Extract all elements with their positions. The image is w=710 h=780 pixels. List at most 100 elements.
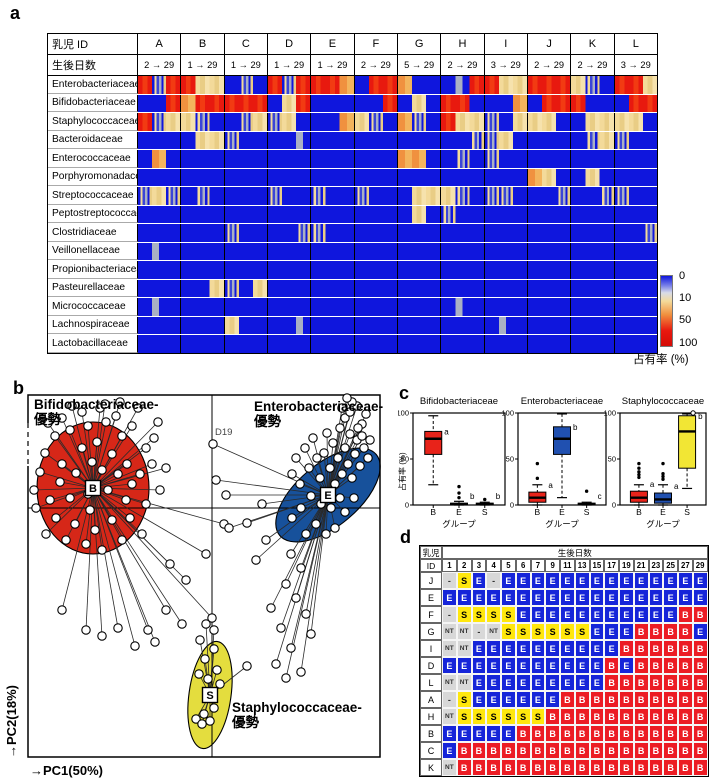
heatmap-cell [224, 279, 268, 297]
scatter-point [340, 413, 350, 423]
heatmap-cell [484, 150, 528, 168]
group-cell: B [604, 742, 619, 759]
day-range-cell: 1 → 29 [311, 55, 355, 75]
scatter-point [137, 529, 147, 539]
group-cell: S [530, 623, 546, 640]
group-cell: B [456, 759, 472, 776]
scatter-point [165, 559, 175, 569]
group-cell: E [619, 606, 634, 623]
group-cell: E [604, 572, 619, 589]
scatter-point [337, 469, 347, 479]
heatmap-cell [224, 335, 268, 353]
group-cell: E [486, 674, 501, 691]
heatmap-cell [311, 205, 355, 223]
day-number-cell: 29 [692, 559, 708, 572]
scatter-point [100, 399, 110, 409]
heatmap-cell [354, 76, 398, 94]
heatmap-cell [224, 316, 268, 334]
scatter-point [97, 545, 107, 555]
group-cell: B [663, 742, 678, 759]
group-cell: E [692, 572, 708, 589]
scatter-point [271, 659, 281, 669]
heatmap-cell [354, 94, 398, 112]
group-cell: NT [456, 674, 472, 691]
heatmap-cell [138, 168, 182, 186]
heatmap-cell [267, 224, 312, 242]
heatmap-cell [181, 168, 225, 186]
d19-annotation: D19 [215, 427, 232, 438]
scatter-point [130, 641, 140, 651]
scatter-point [71, 468, 81, 478]
heatmap-cell [138, 131, 182, 149]
group-cell: B [633, 759, 649, 776]
heatmap-row: Micrococcaceae [48, 298, 657, 316]
group-cell: B [456, 742, 472, 759]
group-cell: NT [442, 674, 457, 691]
group-cell: E [633, 572, 649, 589]
outlier-point [661, 474, 665, 479]
day-number-cell: 19 [619, 559, 634, 572]
outlier-point [661, 477, 665, 481]
heatmap-cell [571, 279, 615, 297]
group-tick-label: B [535, 507, 541, 517]
plot-border [27, 394, 381, 758]
group-cell: NT [442, 708, 457, 725]
heatmap-cell [614, 205, 657, 223]
heatmap-cell [527, 279, 572, 297]
heatmap-cell [181, 205, 225, 223]
scatter-point [361, 409, 371, 419]
group-cell: B [545, 759, 560, 776]
heatmap-cell [181, 316, 225, 334]
heatmap-cell [138, 94, 182, 112]
heatmap-row: Veillonellaceae [48, 242, 657, 260]
infant-row-label: I [420, 640, 442, 657]
group-cell: E [442, 657, 457, 674]
heatmap-cell [614, 316, 657, 334]
infant-id-cell: L [632, 38, 639, 50]
box-S [678, 415, 697, 469]
scatter-point [211, 475, 221, 485]
heatmap-cell [311, 298, 355, 316]
heatmap-cell [311, 316, 355, 334]
box-B [424, 430, 443, 455]
group-cell: E [604, 640, 619, 657]
group-axis-label: グループ [545, 519, 579, 529]
significance-letter: c [598, 492, 602, 501]
cluster-spoke [92, 487, 183, 625]
infant-id-cell: K [571, 34, 615, 54]
scatter-point [257, 499, 267, 509]
scatter-point [149, 433, 159, 443]
infant-row-label: C [420, 742, 442, 759]
scatter-point [363, 453, 373, 463]
panel-d-label: d [400, 527, 411, 547]
colorbar-tick-label: 50 [679, 314, 692, 326]
group-cell: B [574, 708, 590, 725]
group-cell: B [678, 657, 693, 674]
cluster-spoke [92, 487, 207, 555]
group-cell: B [633, 742, 649, 759]
day-number-cell: 27 [678, 559, 693, 572]
heatmap-cell [527, 224, 572, 242]
significance-letter: a [650, 480, 655, 489]
group-cell: E [560, 640, 575, 657]
scatter-point [197, 719, 207, 729]
group-cell: B [648, 725, 664, 742]
scatter-point [117, 535, 127, 545]
group-axis-label: グループ [442, 519, 476, 529]
group-cell: S [574, 623, 590, 640]
group-tick-label: S [482, 507, 488, 517]
scatter-point [195, 635, 205, 645]
cluster-spoke [92, 487, 225, 525]
cluster-label-E: 優勢 [253, 413, 281, 429]
scatter-point [153, 417, 163, 427]
group-cell: - [486, 572, 501, 589]
outlier-point [637, 461, 641, 466]
outlier-point [661, 472, 665, 476]
group-cell: E [501, 691, 516, 708]
group-cell: B [545, 725, 560, 742]
outlier-point [637, 470, 641, 474]
group-cell: B [530, 742, 546, 759]
heatmap-cell [354, 131, 398, 149]
day-number-cell: 23 [648, 559, 664, 572]
scatter-point [77, 407, 87, 417]
